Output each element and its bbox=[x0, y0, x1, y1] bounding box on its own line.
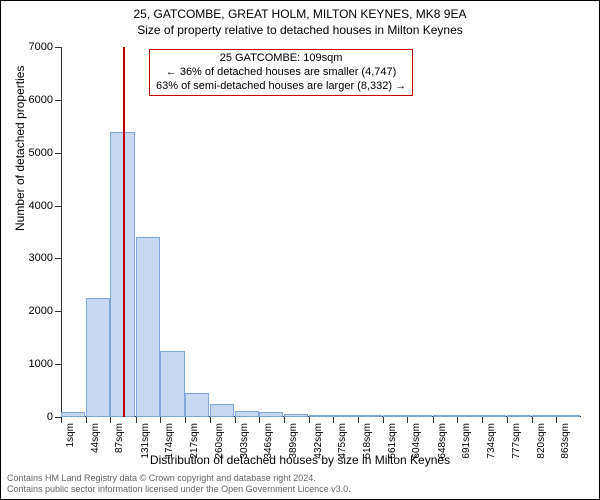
info-box: 25 GATCOMBE: 109sqm← 36% of detached hou… bbox=[149, 49, 413, 96]
y-tick bbox=[55, 47, 61, 48]
histogram-bar bbox=[284, 414, 308, 417]
histogram-bar bbox=[532, 415, 556, 417]
x-tick bbox=[110, 417, 111, 423]
x-tick bbox=[61, 417, 62, 423]
histogram-bar bbox=[61, 412, 85, 417]
y-tick-label: 6000 bbox=[13, 94, 53, 106]
y-tick bbox=[55, 100, 61, 101]
x-tick bbox=[333, 417, 334, 423]
x-tick bbox=[507, 417, 508, 423]
x-tick bbox=[160, 417, 161, 423]
y-tick-label: 1000 bbox=[13, 358, 53, 370]
y-tick-label: 4000 bbox=[13, 200, 53, 212]
y-tick-label: 3000 bbox=[13, 252, 53, 264]
chart-title-line1: 25, GATCOMBE, GREAT HOLM, MILTON KEYNES,… bbox=[1, 7, 599, 21]
y-tick bbox=[55, 311, 61, 312]
x-axis-label: Distribution of detached houses by size … bbox=[1, 453, 599, 467]
x-tick bbox=[358, 417, 359, 423]
x-tick bbox=[284, 417, 285, 423]
histogram-bar bbox=[358, 415, 382, 417]
histogram-bar bbox=[556, 415, 580, 417]
histogram-bar bbox=[383, 415, 407, 417]
x-tick bbox=[383, 417, 384, 423]
chart-container: 25, GATCOMBE, GREAT HOLM, MILTON KEYNES,… bbox=[0, 0, 600, 500]
x-tick bbox=[185, 417, 186, 423]
x-tick bbox=[259, 417, 260, 423]
y-tick-label: 2000 bbox=[13, 305, 53, 317]
y-tick bbox=[55, 258, 61, 259]
histogram-bar bbox=[482, 415, 506, 417]
x-tick bbox=[532, 417, 533, 423]
x-tick-label: 1sqm bbox=[65, 423, 76, 447]
histogram-bar bbox=[309, 415, 333, 417]
x-tick bbox=[457, 417, 458, 423]
histogram-bar bbox=[507, 415, 531, 417]
x-tick bbox=[433, 417, 434, 423]
plot-area: 010002000300040005000600070001sqm44sqm87… bbox=[61, 47, 581, 417]
histogram-bar bbox=[433, 415, 457, 417]
x-tick bbox=[556, 417, 557, 423]
marker-line bbox=[123, 47, 125, 417]
y-tick bbox=[55, 206, 61, 207]
y-tick bbox=[55, 153, 61, 154]
x-tick-label: 44sqm bbox=[90, 423, 101, 453]
x-tick bbox=[86, 417, 87, 423]
y-tick-label: 7000 bbox=[13, 41, 53, 53]
x-tick-label: 87sqm bbox=[114, 423, 125, 453]
histogram-bar bbox=[407, 415, 431, 417]
y-tick-label: 5000 bbox=[13, 147, 53, 159]
info-line2: ← 36% of detached houses are smaller (4,… bbox=[156, 66, 406, 80]
histogram-bar bbox=[210, 404, 234, 417]
info-line1: 25 GATCOMBE: 109sqm bbox=[156, 52, 406, 66]
histogram-bar bbox=[136, 237, 160, 417]
histogram-bar bbox=[457, 415, 481, 417]
histogram-bar bbox=[160, 351, 184, 417]
histogram-bar bbox=[185, 393, 209, 417]
x-tick bbox=[407, 417, 408, 423]
histogram-bar bbox=[86, 298, 110, 417]
histogram-bar bbox=[333, 415, 357, 417]
histogram-bar bbox=[235, 411, 259, 417]
histogram-bar bbox=[259, 412, 283, 417]
y-tick-label: 0 bbox=[13, 411, 53, 423]
y-tick bbox=[55, 364, 61, 365]
info-line3: 63% of semi-detached houses are larger (… bbox=[156, 80, 406, 94]
x-tick bbox=[235, 417, 236, 423]
chart-title-line2: Size of property relative to detached ho… bbox=[1, 23, 599, 37]
footer-attribution: Contains HM Land Registry data © Crown c… bbox=[7, 473, 351, 495]
footer-line2: Contains public sector information licen… bbox=[7, 484, 351, 495]
x-tick bbox=[210, 417, 211, 423]
footer-line1: Contains HM Land Registry data © Crown c… bbox=[7, 473, 351, 484]
x-tick bbox=[309, 417, 310, 423]
x-tick bbox=[482, 417, 483, 423]
x-tick bbox=[136, 417, 137, 423]
